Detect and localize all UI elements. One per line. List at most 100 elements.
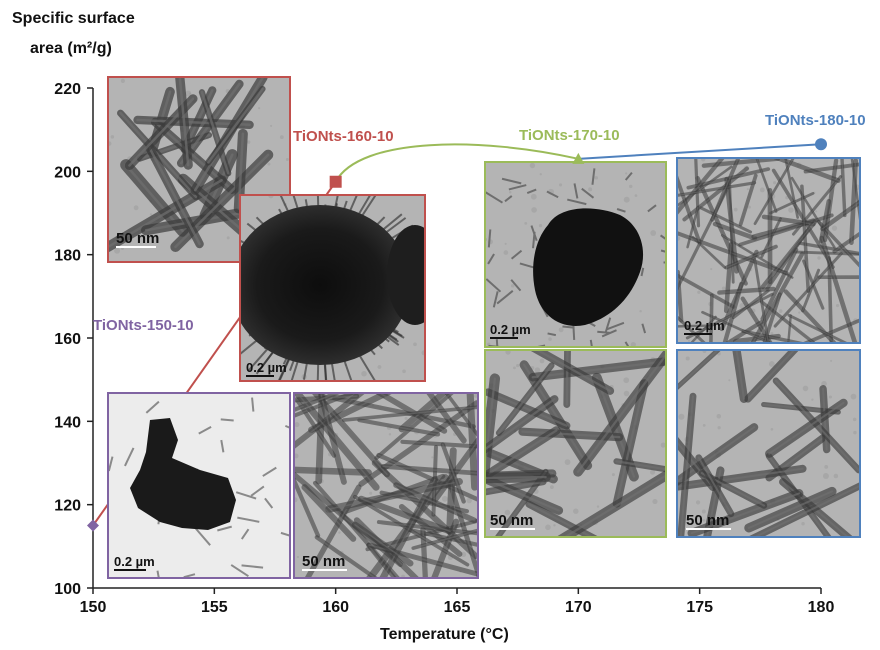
micrograph-speck	[534, 367, 541, 373]
micrograph-speck	[388, 433, 392, 436]
nanotube-core	[310, 393, 389, 431]
x-tick-label: 155	[201, 599, 228, 616]
micrograph-speck	[550, 485, 554, 489]
micrograph-speck	[402, 369, 406, 374]
nanotube-core	[752, 484, 860, 537]
nanotube-core	[576, 353, 666, 473]
x-tick-label: 150	[80, 599, 107, 616]
micrograph-speck	[404, 416, 408, 420]
micrograph-speck	[120, 78, 125, 83]
micrograph-speck	[835, 303, 840, 308]
nanotube-core	[724, 283, 742, 343]
nanotube-core	[821, 237, 856, 343]
y-axis-label-line-1: Specific surface	[12, 10, 135, 27]
micrograph-speck	[778, 309, 783, 313]
micrograph-border	[676, 157, 861, 344]
short-fibre	[241, 564, 264, 569]
micrograph-speck	[831, 225, 838, 231]
short-fibre	[237, 516, 260, 523]
micrograph-speck	[338, 531, 341, 534]
short-fibre	[567, 198, 587, 206]
particle-aggregate	[240, 205, 410, 365]
micrograph-speck	[548, 337, 552, 341]
micrograph-speck	[623, 377, 630, 384]
micrograph-speck	[824, 464, 829, 469]
nanotube-core	[207, 87, 264, 164]
micrograph-speck	[294, 453, 299, 459]
point-label: TiONts-170-10	[519, 127, 620, 144]
short-fibre	[496, 290, 514, 305]
nanotube-core	[445, 393, 478, 437]
nanotube-core	[343, 406, 478, 421]
micrograph-speck	[697, 290, 701, 294]
short-fibre	[508, 184, 527, 191]
x-tick-label: 165	[444, 599, 471, 616]
nanotube-core	[485, 429, 558, 478]
nanotube-core	[315, 536, 377, 578]
nanotube-core	[677, 158, 723, 214]
micrograph-speck	[504, 242, 507, 245]
micrograph-speck	[728, 379, 731, 382]
micrograph-speck	[529, 162, 536, 169]
nanotube-core	[801, 185, 809, 292]
short-fibre	[251, 397, 255, 412]
micrograph-speck	[524, 329, 527, 332]
scale-bar: 0.2 µm	[114, 554, 155, 571]
y-tick-label: 220	[54, 81, 81, 98]
nanotube-core	[422, 528, 427, 578]
nanotube-core	[793, 251, 860, 255]
micrograph-speck	[687, 339, 691, 342]
nanotube-core	[754, 259, 769, 343]
nanotube-core	[754, 158, 795, 225]
nanotube-core	[148, 147, 201, 246]
short-fibre	[487, 253, 495, 265]
micrograph-speck	[524, 221, 528, 225]
nanotube-core	[776, 158, 839, 182]
scale-bar-label: 0.2 µm	[684, 318, 725, 333]
micrograph-speck	[267, 162, 271, 166]
micrograph-speck	[473, 393, 478, 398]
nanotube-core	[677, 182, 756, 196]
micrograph-speck	[717, 426, 721, 430]
micrograph-speck	[504, 509, 511, 516]
short-fibre	[504, 195, 513, 203]
short-fibre	[624, 341, 630, 347]
micrograph-speck	[285, 157, 289, 161]
micrograph-speck	[110, 135, 115, 139]
micrograph-speck	[246, 140, 251, 144]
micrograph-speck	[530, 193, 537, 200]
short-fibre	[183, 573, 196, 578]
scale-bar: 50 nm	[302, 553, 347, 571]
nanotube-core	[802, 269, 820, 312]
micrograph-speck	[431, 456, 434, 459]
nanotube-core	[718, 288, 774, 294]
micrograph-speck	[701, 509, 706, 514]
micrograph-speck	[702, 424, 706, 427]
micrograph-border	[239, 194, 426, 382]
tem-170-nanotubes: 50 nm	[484, 349, 667, 538]
micrograph-border	[107, 392, 291, 579]
nanotube-core	[294, 469, 370, 474]
micrograph-speck	[336, 559, 339, 563]
nanotube-core	[401, 441, 478, 448]
nanotube-core	[615, 460, 666, 471]
scale-bar: 0.2 µm	[684, 318, 725, 335]
x-tick-label: 170	[565, 599, 592, 616]
nanotube-core	[412, 529, 478, 549]
nanotube-core	[725, 246, 777, 269]
nanotube-core	[841, 158, 846, 216]
micrograph-speck	[695, 500, 701, 505]
micrograph-speck	[377, 365, 382, 369]
micrograph-speck	[746, 188, 749, 191]
scale-bar-label: 50 nm	[686, 512, 729, 529]
micrograph-speck	[149, 213, 153, 216]
nanotube-core	[725, 243, 732, 312]
nanotube-core	[448, 449, 454, 532]
micrograph-texture	[485, 162, 666, 347]
micrograph-speck	[801, 521, 805, 526]
short-fibre	[220, 418, 234, 422]
micrograph-speck	[678, 413, 685, 420]
nanotube-core	[303, 486, 354, 540]
micrograph-speck	[369, 491, 373, 495]
short-fibre	[108, 456, 114, 472]
